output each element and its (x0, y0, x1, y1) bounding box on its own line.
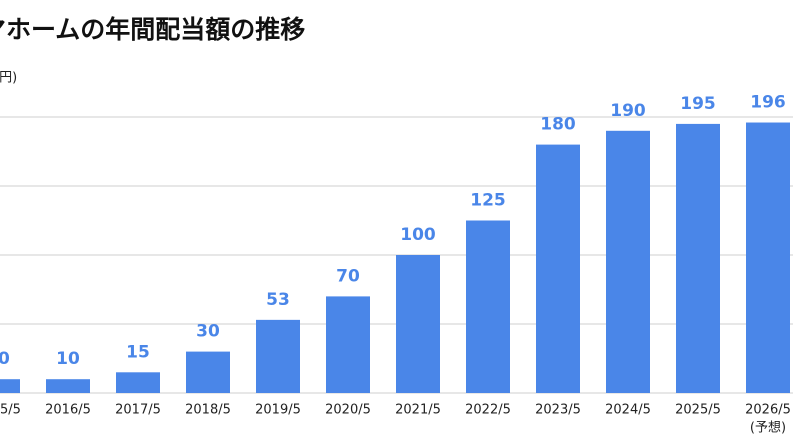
chart-title: タマホームの年間配当額の推移 (0, 15, 305, 44)
bar (536, 144, 580, 393)
data-label: 125 (470, 191, 506, 211)
x-tick-label: 2026/5 (745, 403, 791, 418)
y-axis-label: (円) (0, 71, 17, 86)
x-tick-label: 2021/5 (395, 403, 441, 418)
data-label: 10 (0, 349, 10, 369)
data-label: 196 (750, 93, 786, 113)
bar (326, 296, 370, 393)
x-tick-label: 2016/5 (45, 403, 91, 418)
bar (396, 255, 440, 393)
x-tick-label: 2022/5 (465, 403, 511, 418)
bar (676, 123, 720, 394)
data-label: 190 (610, 101, 646, 121)
x-tick-label: 2025/5 (675, 403, 721, 418)
bar (466, 220, 510, 393)
x-tick-label: 2018/5 (185, 403, 231, 418)
bar (0, 379, 20, 393)
bar (256, 319, 300, 393)
data-label: 180 (540, 115, 576, 135)
bar (746, 122, 790, 394)
x-tick-label: 2023/5 (535, 403, 581, 418)
x-tick-label: 2017/5 (115, 403, 161, 418)
x-tick-label: 2024/5 (605, 403, 651, 418)
forecast-note: (予想) (750, 420, 786, 436)
data-label: 53 (266, 290, 290, 310)
bar (606, 130, 650, 394)
data-label: 100 (400, 225, 436, 245)
data-label: 10 (56, 349, 80, 369)
x-tick-label: 2020/5 (325, 403, 371, 418)
bar (186, 351, 230, 393)
bar (116, 372, 160, 393)
data-label: 70 (336, 266, 360, 286)
x-tick-label: 2019/5 (255, 403, 301, 418)
bar (46, 379, 90, 393)
data-label: 15 (126, 342, 150, 362)
data-label: 195 (680, 94, 716, 114)
data-label: 30 (196, 322, 220, 342)
x-tick-label: 2015/5 (0, 403, 21, 418)
